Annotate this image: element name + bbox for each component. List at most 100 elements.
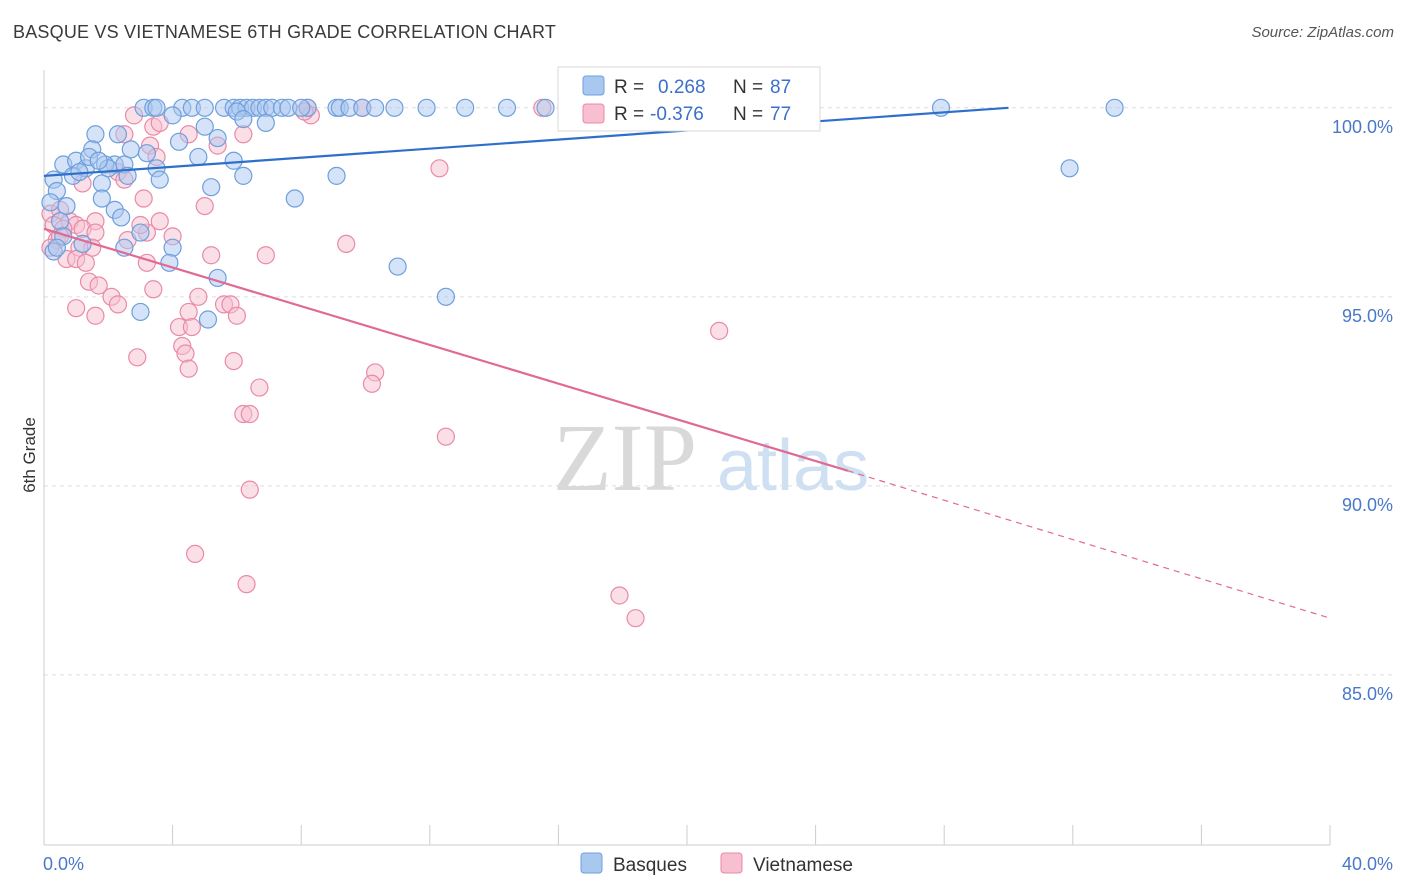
vietnamese-point xyxy=(337,234,356,254)
basques-point xyxy=(256,113,275,133)
basques-point xyxy=(86,125,105,144)
basques-point xyxy=(234,166,253,185)
data-points xyxy=(41,98,1124,628)
y-tick-labels: 85.0% 90.0% 95.0% 100.0% xyxy=(1332,117,1393,704)
basques-point xyxy=(137,144,156,163)
watermark-zip: ZIP xyxy=(553,404,697,511)
basques-point xyxy=(131,302,150,322)
basques-point xyxy=(224,151,243,170)
vietnamese-trend-extension xyxy=(847,470,1331,619)
basques-point xyxy=(497,98,517,117)
basques-point xyxy=(198,310,218,329)
watermark: ZIP atlas xyxy=(553,404,869,511)
stats-n-value-vietnamese: 77 xyxy=(770,104,791,125)
basques-point xyxy=(208,128,227,148)
vietnamese-point xyxy=(227,306,246,325)
stats-legend-swatch-vietnamese xyxy=(582,103,605,124)
basques-point xyxy=(47,238,66,257)
stats-legend-swatch-basques xyxy=(582,75,605,96)
x-tick-label-max: 40.0% xyxy=(1342,854,1393,874)
vietnamese-point xyxy=(436,427,455,446)
basques-point xyxy=(169,132,189,151)
basques-point xyxy=(436,287,455,306)
vietnamese-point xyxy=(179,302,198,322)
vietnamese-point xyxy=(256,246,275,265)
stats-n-label-vietnamese: N = xyxy=(733,104,763,125)
basques-point xyxy=(92,189,111,208)
stats-r-label-basques: R = xyxy=(614,77,644,98)
vietnamese-point xyxy=(182,317,201,337)
axes xyxy=(43,70,1331,846)
basques-point xyxy=(189,147,208,167)
vietnamese-point xyxy=(89,276,108,295)
vietnamese-point xyxy=(710,321,729,340)
vietnamese-point xyxy=(430,159,449,178)
basques-point xyxy=(147,98,166,117)
basques-point xyxy=(131,223,150,242)
vietnamese-point xyxy=(76,253,95,272)
vietnamese-point xyxy=(362,374,382,393)
legend-swatch-basques xyxy=(580,852,603,874)
y-tick-label: 90.0% xyxy=(1342,495,1393,515)
basques-trend-line xyxy=(43,106,1009,177)
vietnamese-point xyxy=(176,344,195,363)
y-axis-title: 6th Grade xyxy=(20,417,39,493)
vietnamese-point xyxy=(150,212,169,231)
basques-point xyxy=(388,257,407,276)
basques-point xyxy=(112,208,131,227)
basques-point xyxy=(195,117,214,136)
basques-point xyxy=(385,98,404,117)
basques-point xyxy=(163,106,182,125)
legend-label-vietnamese: Vietnamese xyxy=(753,855,853,876)
vietnamese-point xyxy=(202,246,221,265)
x-tick-labels: 0.0% 40.0% xyxy=(43,854,1393,874)
basques-point xyxy=(108,125,128,144)
vietnamese-point xyxy=(195,196,214,216)
vietnamese-point xyxy=(240,404,259,424)
vietnamese-point xyxy=(237,575,256,594)
basques-point xyxy=(366,98,385,117)
vietnamese-point xyxy=(610,586,629,605)
basques-point xyxy=(57,196,76,216)
vietnamese-point xyxy=(86,306,105,325)
series-legend: Basques Vietnamese xyxy=(580,852,853,876)
basques-point xyxy=(456,98,475,117)
stats-n-value-basques: 87 xyxy=(770,77,791,98)
x-tick-label-min: 0.0% xyxy=(43,854,84,874)
vietnamese-point xyxy=(240,480,259,499)
vietnamese-point xyxy=(134,189,153,208)
legend-swatch-vietnamese xyxy=(720,852,743,874)
basques-point xyxy=(417,98,436,117)
vietnamese-point xyxy=(67,299,86,318)
basques-point xyxy=(285,189,304,208)
stats-legend: R = 0.268 N = 87 R = -0.376 N = 77 xyxy=(557,66,821,132)
basques-point xyxy=(202,178,221,197)
vietnamese-point xyxy=(224,351,243,371)
vietnamese-point xyxy=(250,378,269,397)
vietnamese-point xyxy=(144,280,163,299)
vietnamese-point xyxy=(234,125,253,144)
basques-point xyxy=(41,193,60,212)
vietnamese-point xyxy=(626,609,645,628)
vietnamese-point xyxy=(128,348,147,367)
stats-r-label-vietnamese: R = xyxy=(614,104,644,125)
y-tick-label: 85.0% xyxy=(1342,684,1393,704)
basques-point xyxy=(163,238,182,257)
vietnamese-point xyxy=(108,295,128,314)
basques-point xyxy=(234,110,253,129)
stats-n-label-basques: N = xyxy=(733,77,763,98)
stats-r-value-basques: 0.268 xyxy=(658,77,706,98)
basques-point xyxy=(536,98,555,117)
stats-r-value-vietnamese: -0.376 xyxy=(650,104,704,125)
y-tick-label: 95.0% xyxy=(1342,306,1393,326)
y-tick-label: 100.0% xyxy=(1332,117,1393,137)
trend-lines xyxy=(43,106,1331,619)
basques-point xyxy=(292,98,311,117)
chart-source: Source: ZipAtlas.com xyxy=(1251,24,1394,41)
basques-point xyxy=(1105,98,1124,117)
basques-point xyxy=(121,140,140,159)
legend-label-basques: Basques xyxy=(613,855,687,876)
basques-point xyxy=(195,98,214,117)
vietnamese-point xyxy=(186,544,205,564)
